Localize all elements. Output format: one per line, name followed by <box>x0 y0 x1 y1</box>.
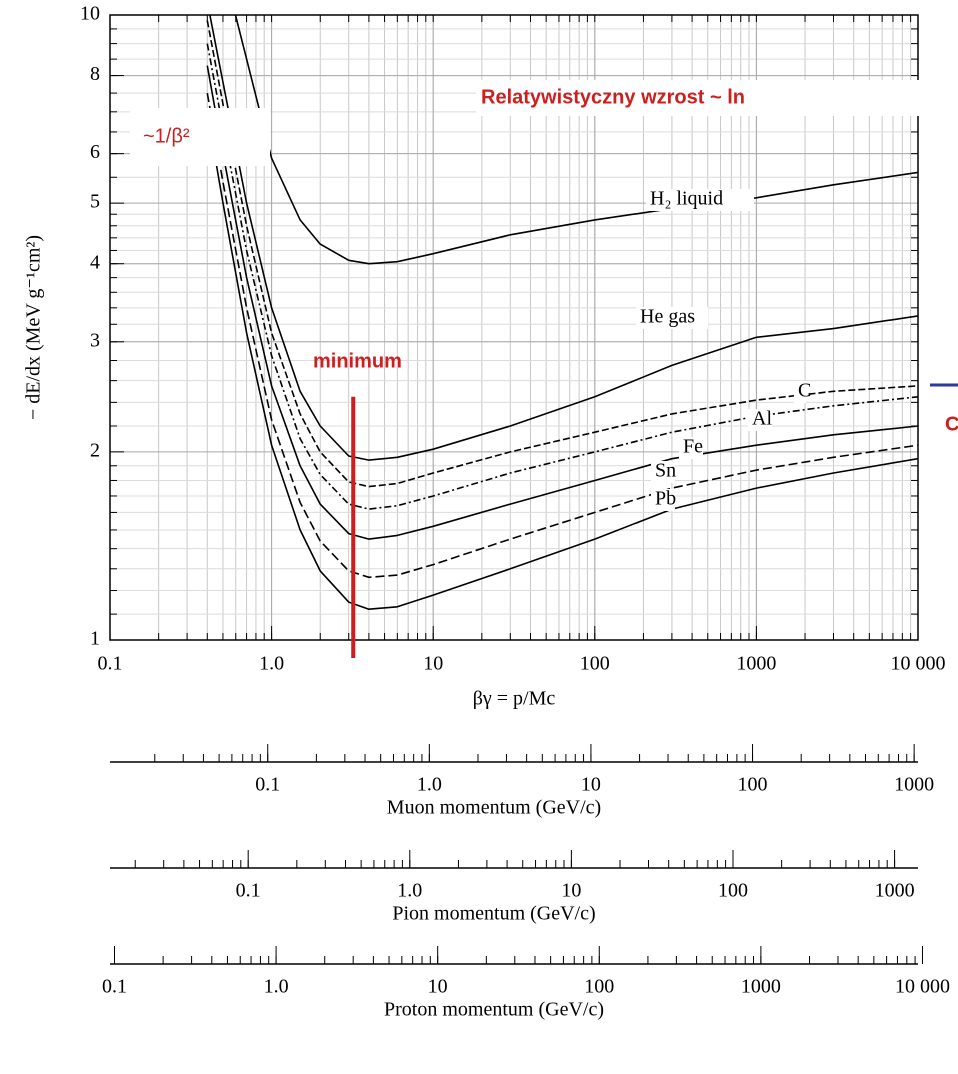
y-tick-label: 10 <box>80 3 100 25</box>
axis-tick-label: 1000 <box>741 976 781 998</box>
y-tick-label: 3 <box>90 329 100 351</box>
axis-tick-label: 100 <box>584 976 614 998</box>
axis-title: Muon momentum (GeV/c) <box>387 797 601 819</box>
series-label: Sn <box>655 460 676 482</box>
axis-tick-label: 1.0 <box>397 880 422 902</box>
axis-tick-label: 0.1 <box>255 774 280 796</box>
axis-tick-label: 10 <box>581 774 601 796</box>
x-tick-label: 0.1 <box>98 653 123 675</box>
y-tick-label: 8 <box>90 63 100 85</box>
axis-tick-label: 10 000 <box>895 976 950 998</box>
annotation-bg <box>130 108 270 166</box>
series-label: Fe <box>683 436 703 458</box>
plot-frame <box>109 14 919 641</box>
axis-tick-label: 100 <box>718 880 748 902</box>
axis-tick-label: 0.1 <box>236 880 261 902</box>
x-tick-label: 10 000 <box>891 653 946 675</box>
x-tick-label: 10 <box>423 653 443 675</box>
label-bg <box>646 189 754 211</box>
axis-tick-label: 1.0 <box>264 976 289 998</box>
series-line <box>206 111 918 610</box>
series-line <box>209 15 918 461</box>
series-line <box>206 65 918 540</box>
x-tick-label: 1000 <box>736 653 776 675</box>
label-bg <box>636 307 708 329</box>
axis-title: Pion momentum (GeV/c) <box>392 903 595 925</box>
y-tick-label: 2 <box>90 439 100 461</box>
series-label: Pb <box>655 488 676 510</box>
axis-tick-label: 1.0 <box>417 774 442 796</box>
annotation-bg <box>476 80 958 116</box>
y-tick-label: 4 <box>90 251 100 273</box>
axis-title: Proton momentum (GeV/c) <box>384 999 604 1021</box>
y-tick-label: 5 <box>90 191 100 213</box>
series-line <box>206 43 918 510</box>
annotation: Relatywistyczny wzrost ~ ln <box>481 86 745 108</box>
annotation: ~1/β² <box>143 125 190 147</box>
series-label: Al <box>752 408 772 430</box>
label-bg <box>748 409 772 431</box>
axis-tick-label: 1000 <box>875 880 915 902</box>
x-tick-label: 100 <box>580 653 610 675</box>
axis-tick-label: 1000 <box>894 774 934 796</box>
x-axis-title: βγ = p/Mc <box>473 688 556 710</box>
label-bg <box>651 461 675 483</box>
y-axis-title: − dE/dx (MeV g⁻¹cm²) <box>23 235 45 420</box>
series-label: C <box>798 380 811 402</box>
y-tick-label: 6 <box>90 141 100 163</box>
annotation: minimum <box>313 350 402 372</box>
axis-tick-label: 100 <box>738 774 768 796</box>
series-line <box>206 20 918 488</box>
series-line <box>206 92 918 579</box>
axis-tick-label: 10 <box>561 880 581 902</box>
curves: H₂ liquid He gas C Al Fe Sn Pb <box>206 15 918 610</box>
series-label: He gas <box>640 306 695 328</box>
label-bg <box>794 381 806 403</box>
y-tick-label: 1 <box>90 628 100 650</box>
series-label: H₂ liquid <box>650 188 723 210</box>
axis-tick-label: 0.1 <box>102 976 127 998</box>
label-bg <box>651 489 675 511</box>
annotation: C <box>945 413 958 435</box>
x-tick-label: 1.0 <box>259 653 284 675</box>
overlay: 0.1 1.0 10 100 1000 10 000 1 2 3 4 5 6 8 10 βγ = p/Mc −… <box>23 3 958 1021</box>
label-bg <box>679 437 703 459</box>
axis-tick-label: 10 <box>428 976 448 998</box>
